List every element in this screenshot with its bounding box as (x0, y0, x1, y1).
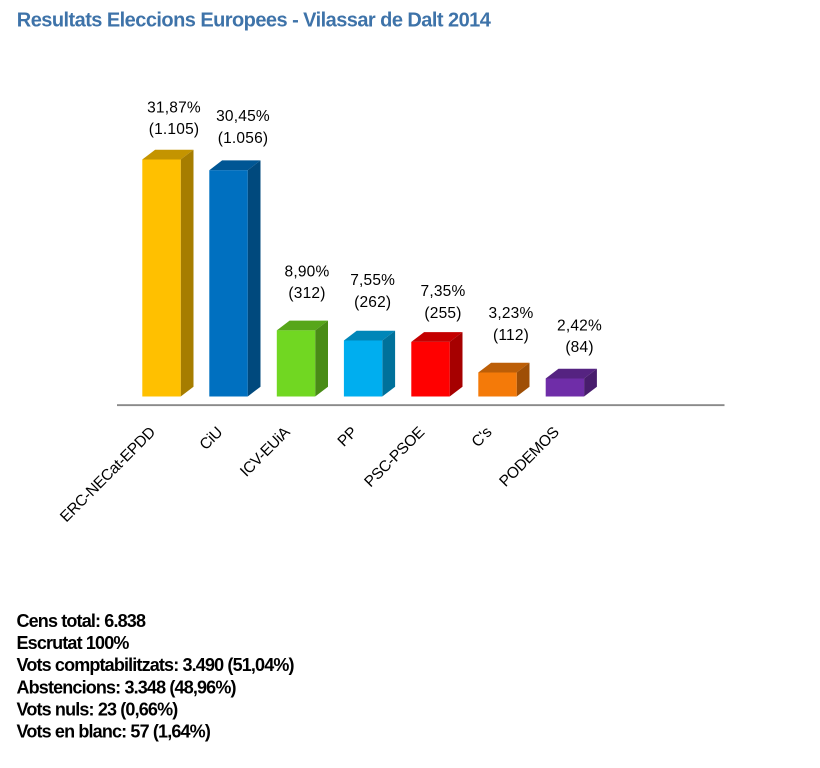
svg-text:ERC-NECat-EPDD: ERC-NECat-EPDD (57, 424, 159, 526)
svg-text:3,23%: 3,23% (489, 305, 534, 322)
svg-text:ICV-EUiA: ICV-EUiA (237, 423, 294, 480)
svg-text:7,55%: 7,55% (350, 272, 395, 289)
svg-text:(112): (112) (493, 327, 529, 344)
svg-text:CiU: CiU (197, 424, 227, 454)
svg-text:(255): (255) (424, 305, 461, 322)
svg-text:2,42%: 2,42% (557, 317, 602, 334)
svg-text:C's: C's (469, 424, 496, 451)
svg-text:7,35%: 7,35% (421, 283, 466, 300)
svg-text:Vots nuls: 23 (0,66%): Vots nuls: 23 (0,66%) (17, 699, 179, 719)
svg-text:Vots comptabilitzats: 3.490 (5: Vots comptabilitzats: 3.490 (51,04%) (17, 655, 295, 675)
svg-text:PSC-PSOE: PSC-PSOE (361, 424, 428, 491)
svg-text:(84): (84) (565, 339, 593, 356)
svg-text:30,45%: 30,45% (216, 108, 270, 125)
svg-text:(1.056): (1.056) (218, 130, 269, 147)
svg-text:PP: PP (335, 424, 361, 450)
svg-text:(262): (262) (354, 294, 391, 311)
svg-text:(1.105): (1.105) (149, 121, 200, 138)
svg-text:PODEMOS: PODEMOS (496, 424, 562, 490)
svg-text:(312): (312) (288, 285, 325, 302)
svg-text:Escrutat 100%: Escrutat 100% (17, 633, 130, 653)
svg-text:Vots en blanc: 57 (1,64%): Vots en blanc: 57 (1,64%) (17, 722, 211, 742)
svg-text:Resultats Eleccions Europees -: Resultats Eleccions Europees - Vilassar … (17, 9, 492, 31)
svg-text:Abstencions: 3.348 (48,96%): Abstencions: 3.348 (48,96%) (17, 677, 237, 697)
svg-text:8,90%: 8,90% (285, 263, 330, 280)
svg-text:Cens total: 6.838: Cens total: 6.838 (17, 611, 146, 631)
svg-text:31,87%: 31,87% (147, 99, 201, 116)
